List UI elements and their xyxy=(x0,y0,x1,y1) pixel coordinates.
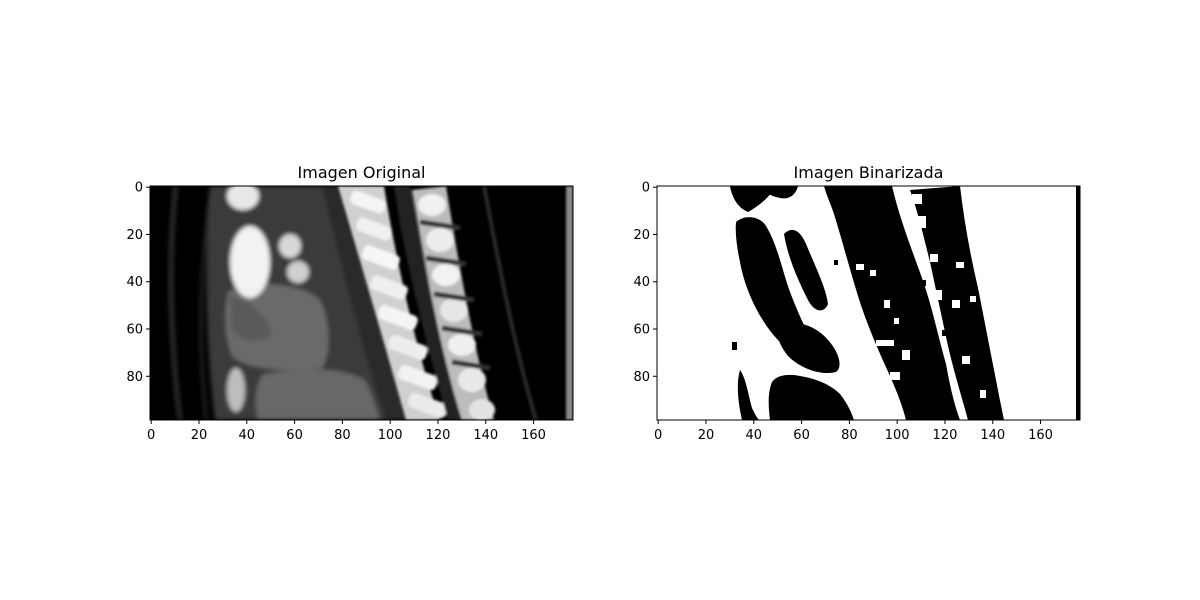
binarized-image xyxy=(657,186,1080,420)
x-tick-label: 80 xyxy=(841,428,858,443)
x-tick-label: 40 xyxy=(746,428,763,443)
x-tick-label: 0 xyxy=(147,428,155,443)
x-tick-label: 120 xyxy=(933,428,958,443)
x-tick-label: 0 xyxy=(654,428,662,443)
axes-frame xyxy=(149,185,574,421)
axes-frame xyxy=(656,185,1081,421)
x-axis: 0 20 40 60 80 100 120 140 160 xyxy=(147,420,546,443)
x-tick-label: 60 xyxy=(286,428,303,443)
y-tick-label: 40 xyxy=(126,275,143,290)
y-tick-label: 20 xyxy=(126,228,143,243)
x-tick-label: 160 xyxy=(521,428,546,443)
panel-binarized: Imagen Binarizada xyxy=(633,163,1081,443)
x-tick-label: 140 xyxy=(473,428,498,443)
x-tick-label: 40 xyxy=(239,428,256,443)
y-axis: 0 20 40 60 80 xyxy=(633,181,657,385)
x-tick-label: 60 xyxy=(793,428,810,443)
original-image xyxy=(150,186,573,420)
x-tick-label: 160 xyxy=(1028,428,1053,443)
y-tick-label: 40 xyxy=(633,275,650,290)
x-tick-label: 20 xyxy=(698,428,715,443)
x-tick-label: 120 xyxy=(426,428,451,443)
panel-title: Imagen Binarizada xyxy=(794,163,944,182)
x-tick-label: 100 xyxy=(378,428,403,443)
y-axis: 0 20 40 60 80 xyxy=(126,181,150,385)
y-tick-label: 60 xyxy=(633,323,650,338)
x-tick-label: 80 xyxy=(334,428,351,443)
panel-title: Imagen Original xyxy=(298,163,426,182)
y-tick-label: 0 xyxy=(135,181,143,196)
x-tick-label: 100 xyxy=(885,428,910,443)
x-axis: 0 20 40 60 80 100 120 140 160 xyxy=(654,420,1053,443)
y-tick-label: 80 xyxy=(126,370,143,385)
y-tick-label: 20 xyxy=(633,228,650,243)
y-tick-label: 80 xyxy=(633,370,650,385)
x-tick-label: 140 xyxy=(980,428,1005,443)
y-tick-label: 0 xyxy=(642,181,650,196)
panel-original: Imagen Original xyxy=(126,163,574,443)
x-tick-label: 20 xyxy=(191,428,208,443)
y-tick-label: 60 xyxy=(126,323,143,338)
